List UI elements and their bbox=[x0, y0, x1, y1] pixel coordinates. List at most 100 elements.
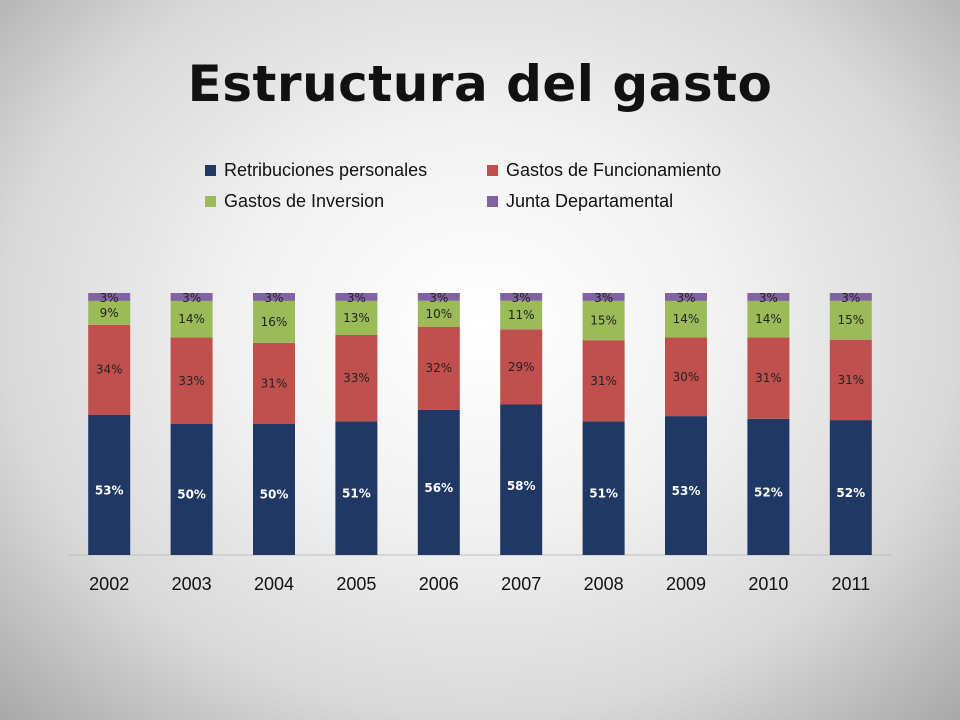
data-label: 16% bbox=[261, 315, 288, 329]
x-tick-label: 2009 bbox=[666, 574, 706, 594]
bar-segment bbox=[500, 300, 543, 330]
data-label: 3% bbox=[100, 291, 119, 305]
bar-segment bbox=[253, 342, 295, 424]
bar-segment bbox=[88, 324, 131, 415]
legend-swatch bbox=[205, 165, 216, 176]
legend-label: Gastos de Funcionamiento bbox=[506, 160, 722, 180]
data-label: 52% bbox=[754, 485, 783, 499]
data-label: 52% bbox=[836, 486, 865, 500]
bar-segment bbox=[335, 293, 378, 301]
x-tick-label: 2006 bbox=[419, 574, 459, 594]
bar-segment bbox=[170, 337, 213, 424]
bar-segment bbox=[829, 293, 872, 301]
legend-item: Gastos de Inversion bbox=[205, 191, 487, 212]
legend-label: Junta Departamental bbox=[506, 191, 674, 211]
data-label: 29% bbox=[508, 360, 535, 374]
bar-segment bbox=[417, 326, 460, 410]
bar-segment bbox=[170, 293, 213, 301]
data-label: 53% bbox=[95, 484, 124, 498]
data-label: 51% bbox=[342, 487, 371, 501]
data-label: 11% bbox=[508, 308, 535, 322]
slide-title: Estructura del gasto bbox=[187, 55, 773, 113]
bar-segment bbox=[665, 416, 707, 555]
data-label: 31% bbox=[590, 374, 617, 388]
data-label: 3% bbox=[759, 291, 778, 305]
legend-label: Retribuciones personales bbox=[224, 160, 428, 180]
legend-label: Gastos de Inversion bbox=[224, 191, 385, 211]
bar-segment bbox=[253, 293, 295, 301]
bar-segment bbox=[170, 300, 213, 338]
bar-segment bbox=[582, 300, 625, 341]
bar-segment bbox=[417, 293, 460, 301]
data-label: 3% bbox=[182, 291, 201, 305]
bar-segment bbox=[829, 420, 872, 555]
x-tick-label: 2005 bbox=[336, 574, 376, 594]
data-label: 14% bbox=[673, 312, 700, 326]
legend-swatch bbox=[205, 196, 216, 207]
x-tick-label: 2003 bbox=[172, 574, 212, 594]
data-label: 33% bbox=[343, 371, 370, 385]
bar-segment bbox=[665, 293, 707, 301]
legend-swatch bbox=[487, 196, 498, 207]
x-tick-label: 2004 bbox=[254, 574, 294, 594]
bar-segment bbox=[417, 409, 460, 555]
data-label: 15% bbox=[837, 313, 864, 327]
data-label: 50% bbox=[177, 488, 206, 502]
data-label: 15% bbox=[590, 314, 617, 328]
bar-segment bbox=[500, 404, 543, 555]
bar-segment bbox=[582, 340, 625, 422]
legend-swatch bbox=[487, 165, 498, 176]
x-tick-label: 2011 bbox=[831, 574, 870, 594]
bar-segment bbox=[170, 424, 213, 555]
data-label: 3% bbox=[264, 291, 283, 305]
bar-segment bbox=[582, 421, 625, 555]
chart-legend: Retribuciones personales Gastos de Funcio… bbox=[205, 160, 805, 212]
data-label: 3% bbox=[429, 291, 448, 305]
data-label: 34% bbox=[96, 363, 123, 377]
data-label: 30% bbox=[673, 370, 700, 384]
data-label: 51% bbox=[589, 487, 618, 501]
bar-segment bbox=[747, 300, 790, 338]
bar-segment bbox=[253, 424, 295, 555]
bar-segment bbox=[335, 421, 378, 555]
data-label: 50% bbox=[260, 488, 289, 502]
bar-segment bbox=[747, 418, 790, 555]
bar-segment bbox=[88, 300, 131, 325]
bar-segment bbox=[747, 293, 790, 301]
bar-segment bbox=[582, 293, 625, 301]
data-label: 32% bbox=[425, 361, 452, 375]
bar-segment bbox=[829, 339, 872, 421]
data-label: 31% bbox=[261, 376, 288, 390]
data-label: 3% bbox=[594, 291, 613, 305]
data-label: 3% bbox=[676, 291, 695, 305]
bar-segment bbox=[665, 300, 707, 338]
x-tick-label: 2007 bbox=[501, 574, 541, 594]
data-label: 3% bbox=[347, 291, 366, 305]
data-label: 3% bbox=[512, 291, 531, 305]
bar-segment bbox=[335, 300, 378, 335]
legend-item: Junta Departamental bbox=[487, 191, 787, 212]
data-label: 14% bbox=[755, 312, 782, 326]
bar-segment bbox=[500, 329, 543, 405]
data-label: 9% bbox=[100, 306, 119, 320]
data-label: 33% bbox=[178, 374, 205, 388]
data-label: 58% bbox=[507, 479, 536, 493]
bar-segment bbox=[88, 293, 131, 301]
data-label: 13% bbox=[343, 311, 370, 325]
bar-segment bbox=[335, 334, 378, 422]
data-label: 14% bbox=[178, 312, 205, 326]
x-tick-label: 2008 bbox=[584, 574, 624, 594]
legend-item: Retribuciones personales bbox=[205, 160, 487, 181]
data-label: 31% bbox=[755, 371, 782, 385]
x-tick-label: 2002 bbox=[89, 574, 129, 594]
bar-segment bbox=[829, 300, 872, 340]
data-label: 53% bbox=[672, 484, 701, 498]
bar-segment bbox=[88, 414, 131, 555]
bar-segment bbox=[253, 300, 295, 343]
bar-segment bbox=[665, 337, 707, 417]
data-label: 31% bbox=[837, 373, 864, 387]
data-label: 3% bbox=[841, 291, 860, 305]
bar-segment bbox=[747, 337, 790, 419]
data-label: 10% bbox=[425, 307, 452, 321]
